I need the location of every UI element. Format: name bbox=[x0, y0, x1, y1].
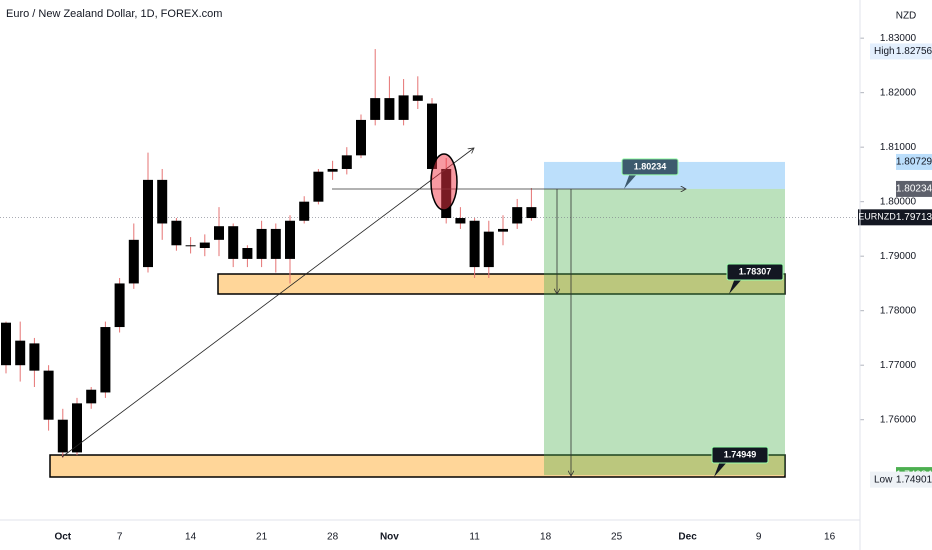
trend-line bbox=[61, 148, 474, 458]
x-tick-label: Nov bbox=[380, 532, 399, 543]
labels: 1.76000 1.77000 1.78000 1.79000 1.80000 1.810… bbox=[54, 33, 932, 543]
y-tick-label: 1.82000 bbox=[880, 87, 917, 98]
extreme-tag bbox=[870, 471, 932, 488]
extreme-tag bbox=[870, 43, 932, 60]
x-tick-label: 7 bbox=[117, 532, 123, 543]
price-tag-label: 1.79713 bbox=[896, 212, 932, 223]
candle-body bbox=[370, 98, 381, 120]
y-tick-label: 1.78000 bbox=[880, 305, 917, 316]
candle-body bbox=[384, 98, 395, 120]
supply-zone bbox=[217, 273, 786, 295]
x-tick-label: Oct bbox=[54, 532, 71, 543]
chart-title: Euro / New Zealand Dollar, 1D, FOREX.com bbox=[6, 8, 222, 20]
candle-body bbox=[57, 419, 68, 453]
candle-body bbox=[228, 226, 239, 259]
extreme-value: 1.74901 bbox=[896, 474, 932, 485]
candle-body bbox=[398, 95, 409, 120]
candle-body bbox=[356, 119, 366, 156]
candle-body bbox=[455, 218, 466, 224]
candle-body bbox=[128, 239, 139, 284]
callout-box bbox=[726, 263, 784, 281]
candle-body bbox=[341, 155, 352, 169]
symbol-tag bbox=[858, 209, 896, 226]
x-tick-label: Dec bbox=[678, 532, 697, 543]
extreme-name: Low bbox=[874, 474, 893, 485]
candle-body bbox=[313, 171, 324, 202]
candle-body bbox=[214, 226, 224, 240]
y-tick-label: 1.80000 bbox=[880, 196, 917, 207]
candle-body bbox=[72, 403, 82, 453]
x-tick-label: 28 bbox=[327, 532, 339, 543]
candle-body bbox=[327, 168, 338, 172]
candle-body bbox=[256, 228, 267, 259]
y-tick-label: 1.77000 bbox=[880, 360, 917, 371]
candle-body bbox=[100, 327, 111, 393]
candle-body bbox=[29, 343, 40, 371]
x-tick-label: 11 bbox=[469, 532, 480, 543]
y-tick-label: 1.83000 bbox=[880, 33, 917, 44]
demand-zone bbox=[49, 454, 786, 478]
candle-body bbox=[185, 245, 196, 247]
y-tick-label: 1.76000 bbox=[880, 414, 917, 425]
candle-body bbox=[512, 207, 523, 224]
candle-body bbox=[242, 248, 253, 259]
callout-label: 1.80234 bbox=[634, 161, 667, 171]
candle-body bbox=[498, 228, 508, 232]
x-tick-label: 18 bbox=[540, 532, 552, 543]
x-tick-label: 14 bbox=[185, 532, 197, 543]
x-tick-label: 21 bbox=[256, 532, 268, 543]
callout-label: 1.78307 bbox=[739, 266, 772, 276]
candle-body bbox=[86, 389, 97, 404]
candle-body bbox=[483, 231, 494, 268]
x-tick-label: 16 bbox=[824, 532, 836, 543]
candle-body bbox=[199, 242, 210, 249]
y-tick-label: 1.79000 bbox=[880, 251, 917, 262]
highlight-ellipse bbox=[430, 153, 458, 211]
callout-pointer bbox=[624, 172, 638, 189]
callout-box bbox=[711, 446, 769, 464]
x-tick-label: 25 bbox=[611, 532, 623, 543]
candle-body bbox=[270, 228, 281, 259]
quote-unit: NZD bbox=[896, 11, 917, 22]
price-tag bbox=[896, 153, 932, 170]
candle-body bbox=[526, 207, 537, 219]
callout-box bbox=[621, 158, 679, 176]
target-zone bbox=[544, 188, 785, 476]
callout-pointer bbox=[714, 460, 728, 477]
candle-body bbox=[299, 201, 310, 221]
candle-body bbox=[15, 340, 26, 366]
symbol-label: EURNZD bbox=[858, 212, 896, 222]
price-tag bbox=[896, 209, 932, 226]
price-tag-label: 1.80234 bbox=[896, 184, 932, 195]
candle-body bbox=[157, 179, 168, 224]
zones bbox=[49, 273, 786, 478]
drawings bbox=[61, 148, 686, 476]
extreme-value: 1.82756 bbox=[896, 46, 932, 57]
candle-body bbox=[412, 95, 423, 101]
candle-body bbox=[143, 179, 153, 268]
candle-body bbox=[43, 370, 54, 420]
candle-body bbox=[114, 283, 125, 328]
callout-pointer bbox=[729, 277, 743, 294]
candle-body bbox=[1, 322, 11, 366]
candle-body bbox=[427, 103, 437, 169]
candle-body bbox=[469, 220, 480, 268]
price-tag bbox=[896, 180, 932, 197]
y-tick-label: 1.81000 bbox=[880, 142, 917, 153]
price-tag-label: 1.80729 bbox=[896, 157, 932, 168]
extreme-name: High bbox=[874, 46, 895, 57]
x-tick-label: 9 bbox=[756, 532, 762, 543]
candle-body bbox=[285, 220, 295, 259]
callout-label: 1.74949 bbox=[724, 449, 757, 459]
candle-body bbox=[171, 220, 182, 246]
